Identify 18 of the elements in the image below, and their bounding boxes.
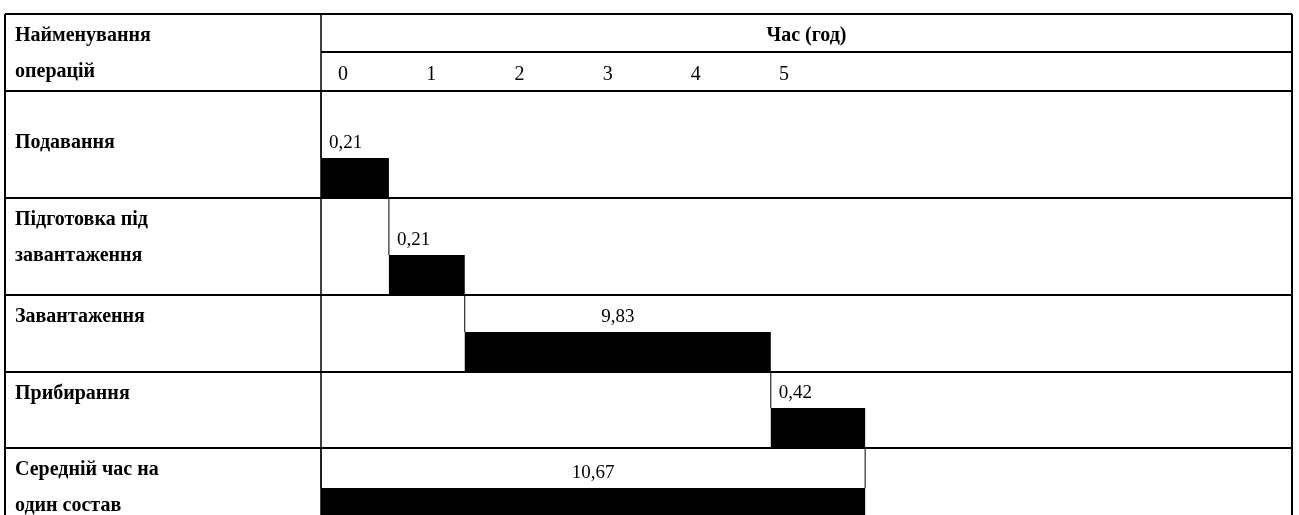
- y-tick-label: Завантаження: [15, 304, 146, 326]
- y-tick-label: Підготовка під завантаження: [15, 207, 148, 265]
- x-axis-title: Час (год): [766, 23, 847, 46]
- y-tick-label: Прибирання: [15, 381, 130, 404]
- x-tick-label: 4: [690, 62, 701, 84]
- x-tick-label: 5: [779, 62, 790, 84]
- x-tick-label: 3: [602, 62, 613, 84]
- x-tick-label: 2: [514, 62, 525, 84]
- y-tick-label: Подавання: [15, 130, 115, 152]
- annotation: 0,21: [396, 228, 431, 249]
- x-tick-label: 0: [338, 62, 349, 84]
- y-axis-title: Найменування операцій: [15, 23, 151, 82]
- annotation: 0,42: [778, 381, 813, 402]
- annotation: 0,21: [329, 131, 363, 152]
- y-tick-label: Середній час на один состав: [15, 457, 159, 515]
- annotation: 10,67: [571, 461, 615, 482]
- annotation: 9,83: [601, 305, 635, 326]
- x-tick-label: 1: [426, 62, 437, 84]
